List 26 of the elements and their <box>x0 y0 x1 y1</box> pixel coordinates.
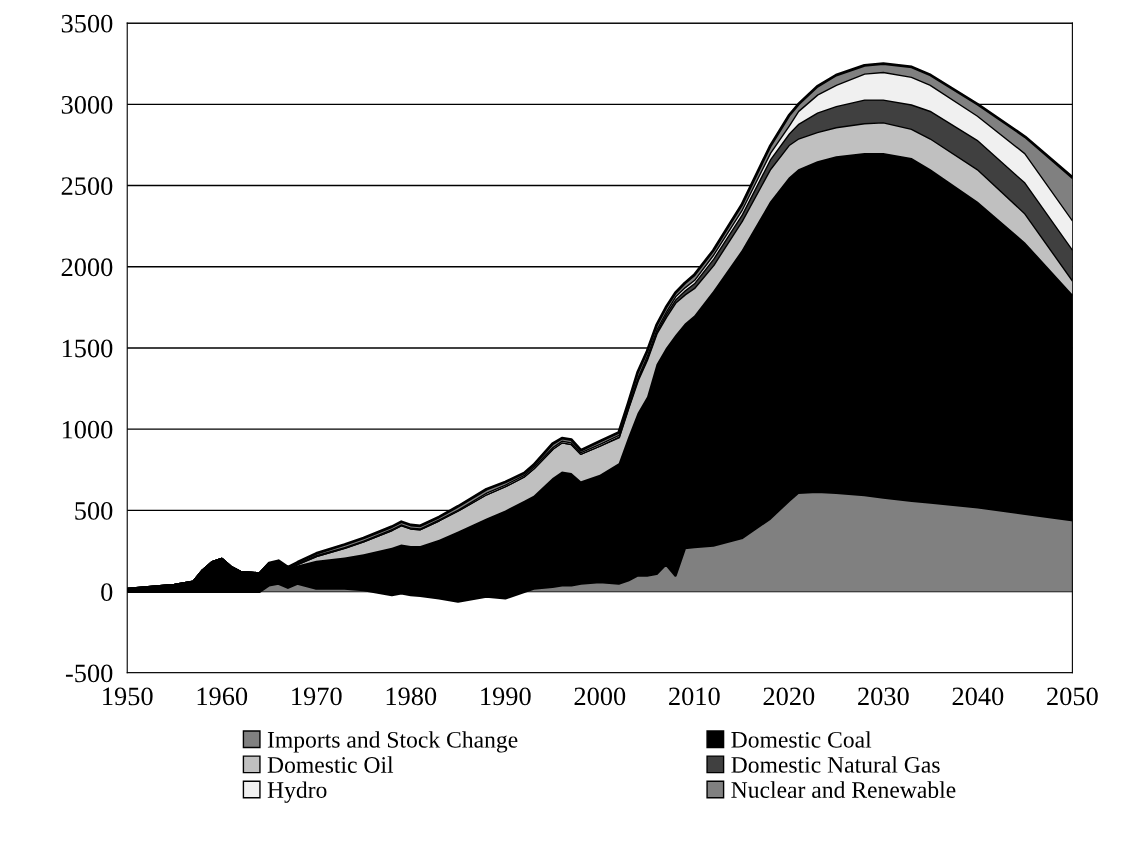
y-tick-label: 1500 <box>62 339 113 358</box>
y-tick-label: 0 <box>101 583 113 602</box>
legend-label: Nuclear and Renewable <box>731 781 956 798</box>
x-tick-label: 1950 <box>103 687 153 706</box>
x-tick-label: 1980 <box>386 687 437 706</box>
x-tick-label: 1970 <box>292 687 342 706</box>
x-tick-label: 2010 <box>669 687 720 706</box>
x-tick-label: 2040 <box>952 687 1004 706</box>
x-tick-label: 1960 <box>197 687 248 706</box>
y-tick-label: -500 <box>65 664 113 683</box>
legend-label: Domestic Coal <box>731 731 872 748</box>
legend-label: Domestic Oil <box>267 756 394 773</box>
x-tick-label: 2050 <box>1047 687 1098 706</box>
x-tick-label: 1990 <box>481 687 531 706</box>
legend-label: Domestic Natural Gas <box>731 756 940 773</box>
legend-label: Imports and Stock Change <box>267 731 518 753</box>
y-tick-label: 1000 <box>62 420 113 439</box>
legend-label: Hydro <box>267 781 327 803</box>
x-tick-label: 2000 <box>574 687 626 706</box>
y-tick-label: 500 <box>75 502 113 520</box>
y-tick-label: 2500 <box>61 177 113 195</box>
x-tick-label: 2030 <box>858 687 909 706</box>
y-tick-label: 3500 <box>61 14 113 33</box>
y-tick-label: 2000 <box>61 258 113 277</box>
y-tick-label: 3000 <box>61 95 113 114</box>
x-tick-label: 2020 <box>763 687 815 706</box>
